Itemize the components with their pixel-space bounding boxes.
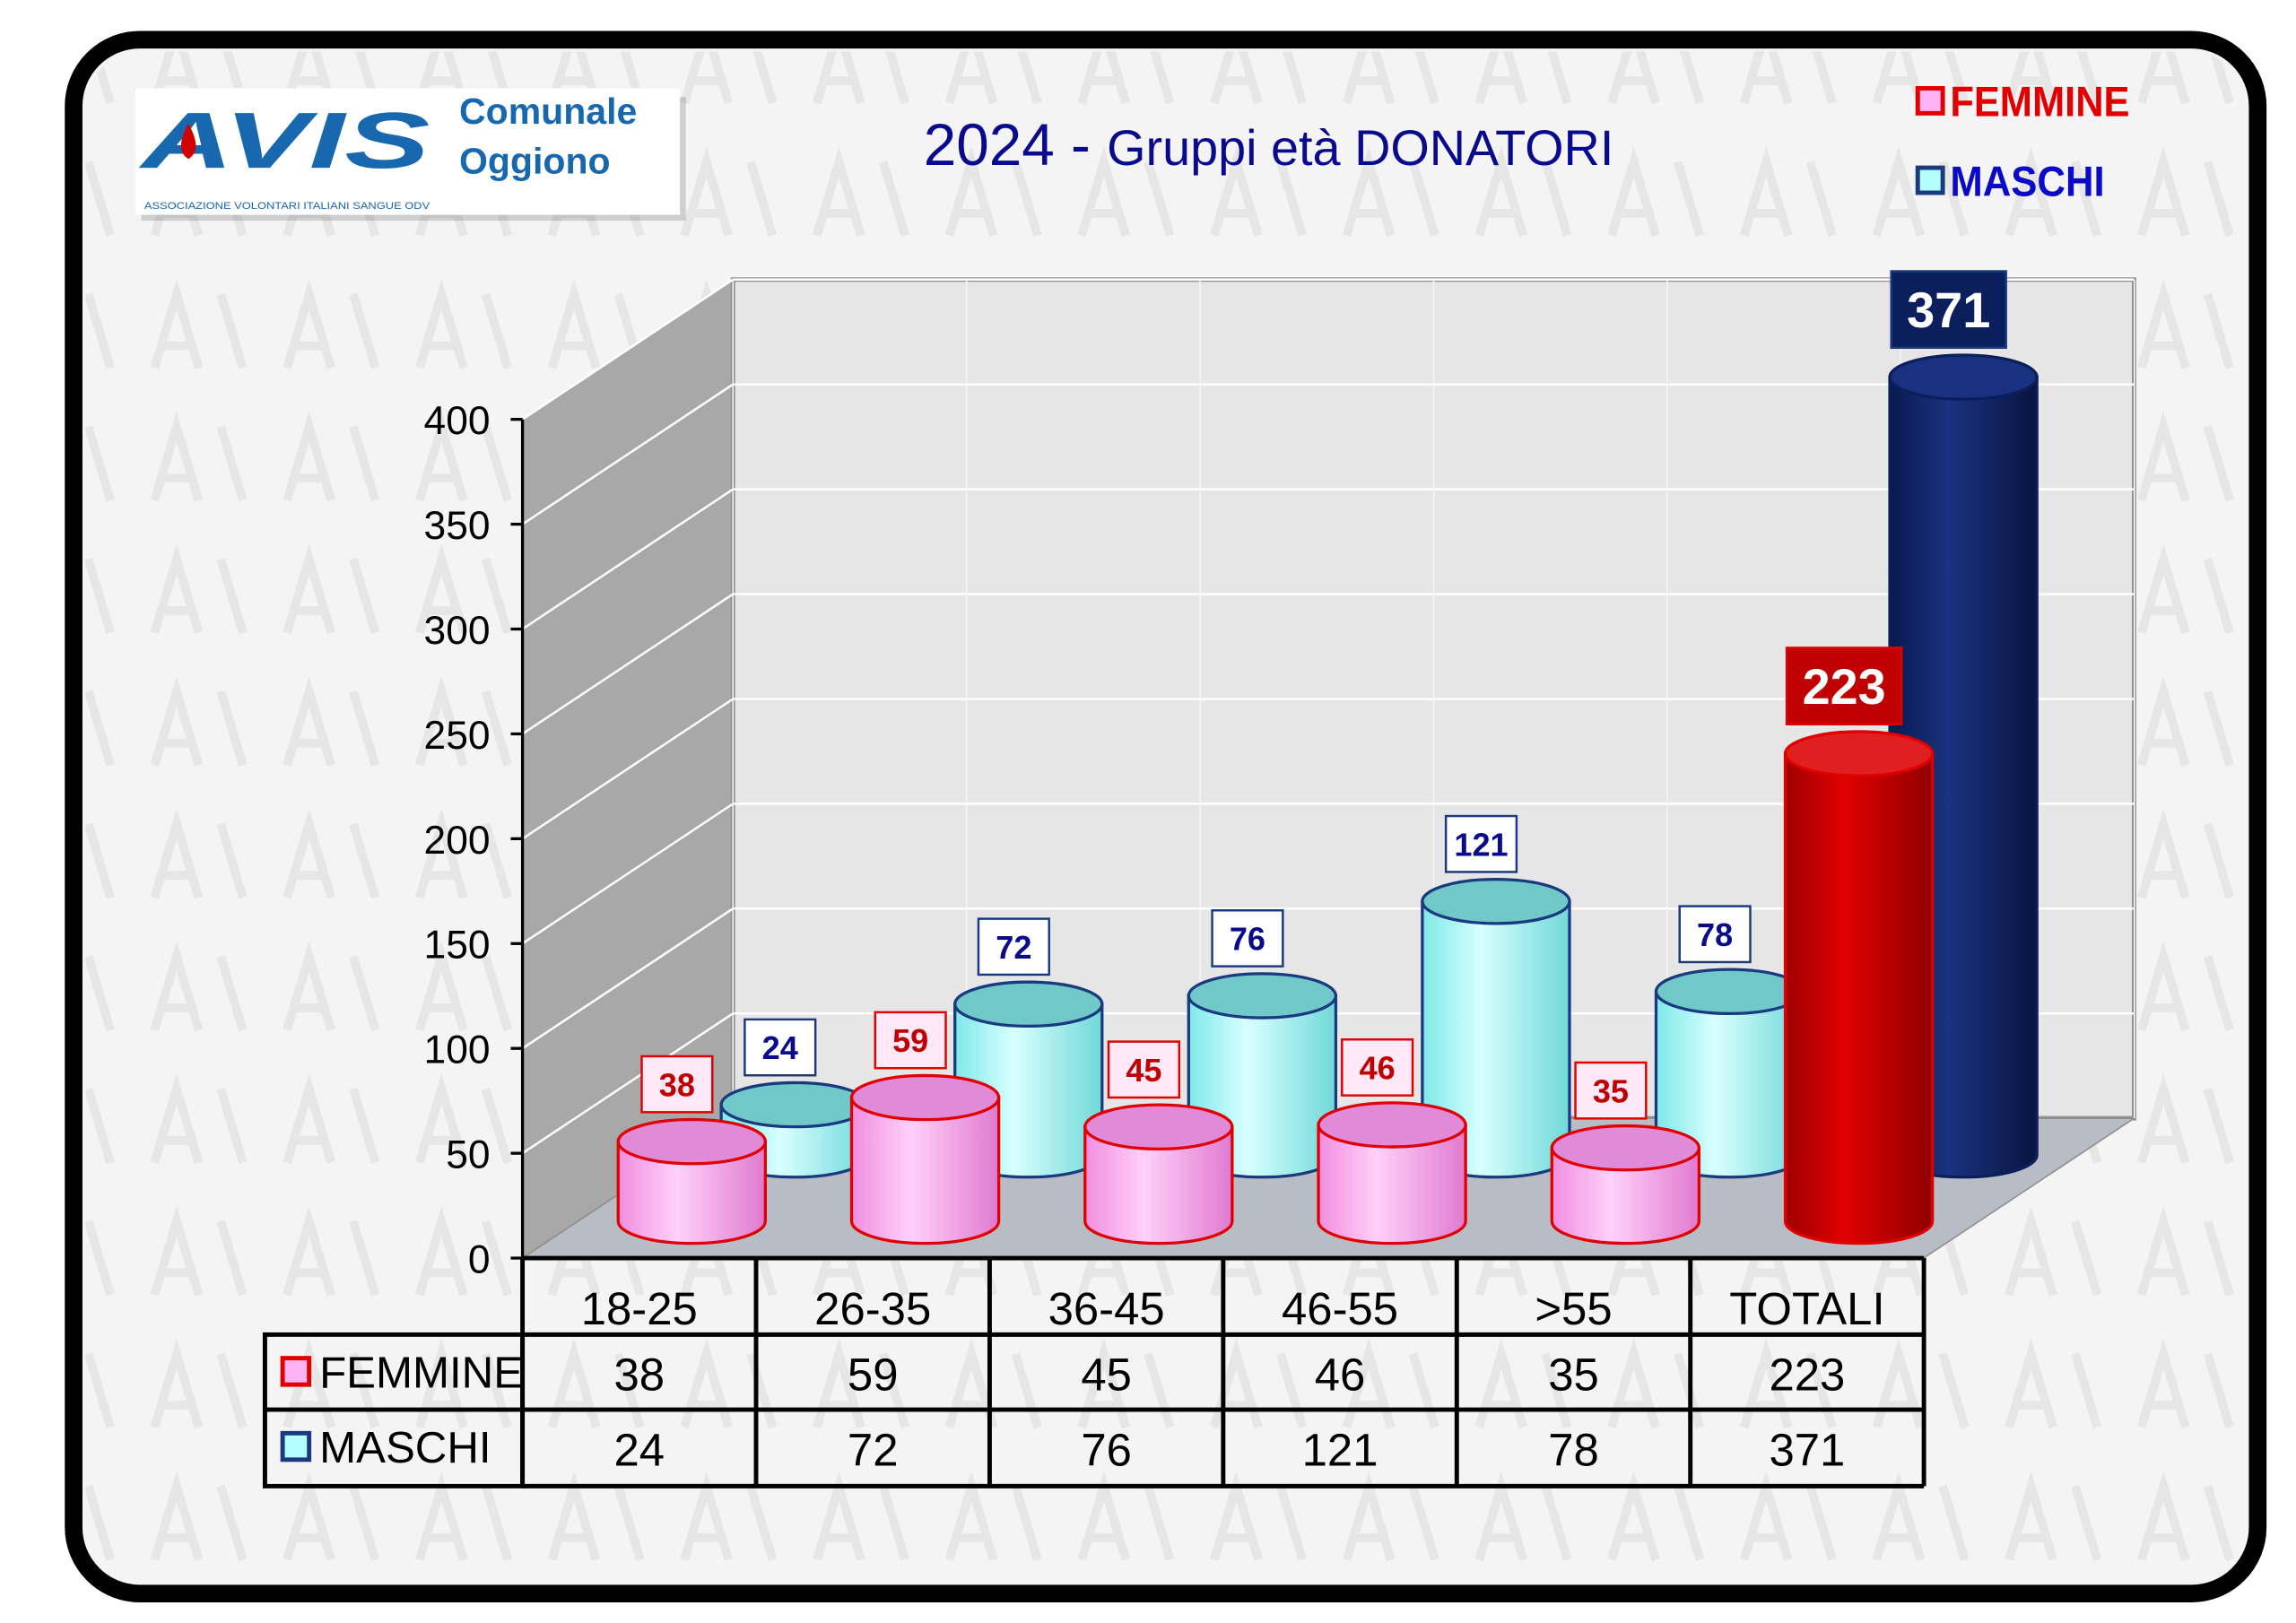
data-label-maschi-3: 121	[1454, 826, 1508, 863]
bar-femmine-4	[1550, 1124, 1701, 1245]
data-label-maschi-5: 371	[1907, 282, 1990, 338]
table-legend-swatch-femmine	[280, 1356, 312, 1387]
legend-maschi-swatch	[1915, 165, 1945, 195]
table-cell: 223	[1769, 1350, 1845, 1401]
table-cell: 72	[848, 1424, 899, 1475]
y-tick-label: 300	[424, 609, 491, 653]
data-label-femmine-2: 45	[1126, 1052, 1161, 1089]
table-cell: 121	[1302, 1424, 1378, 1475]
data-label-femmine-5: 223	[1803, 658, 1886, 715]
legend: FEMMINE MASCHI	[1915, 79, 2130, 205]
x-category-label: 36-45	[1048, 1283, 1165, 1334]
x-category-label: TOTALI	[1729, 1283, 1884, 1334]
data-label-femmine-2-box	[1107, 1040, 1181, 1099]
x-category-label: >55	[1535, 1283, 1612, 1334]
y-tick-label: 350	[424, 504, 491, 548]
data-label-maschi-0-box	[744, 1018, 817, 1077]
table-cell: 38	[614, 1350, 665, 1401]
bar-femmine-1	[849, 1073, 1001, 1245]
bar-femmine-0	[616, 1117, 767, 1245]
table-cell: 35	[1548, 1350, 1599, 1401]
data-label-maschi-4: 78	[1697, 916, 1733, 953]
legend-maschi-label: MASCHI	[1950, 158, 2104, 205]
data-label-femmine-4: 35	[1593, 1072, 1629, 1109]
table-series-label: MASCHI	[319, 1423, 491, 1472]
table-cell: 78	[1548, 1424, 1599, 1475]
plot-area: 0 50 100 150 200 250 300 350 400 24 72 76 121 78 371 38…	[424, 270, 2137, 1281]
gridline	[521, 803, 734, 945]
table-cell: 76	[1081, 1424, 1132, 1475]
svg-text:Oggiono: Oggiono	[459, 141, 611, 182]
bar-femmine-2	[1083, 1103, 1234, 1245]
y-tick-label: 50	[446, 1133, 490, 1177]
data-label-femmine-0: 38	[659, 1066, 695, 1103]
table-legend-swatch-maschi	[280, 1430, 312, 1462]
data-label-femmine-3: 46	[1360, 1050, 1396, 1087]
table-series-label: FEMMINE	[319, 1348, 523, 1397]
bar-femmine-3	[1317, 1101, 1467, 1245]
data-label-maschi-5-box	[1890, 270, 2007, 350]
blood-drop-icon	[180, 123, 196, 160]
data-label-femmine-4-box	[1574, 1061, 1648, 1120]
data-label-maschi-1-box	[977, 917, 1050, 976]
gridline	[521, 383, 734, 525]
gridline	[521, 278, 734, 421]
gridline	[521, 1012, 734, 1155]
data-label-femmine-5-box	[1785, 647, 1903, 725]
y-tick-label: 0	[468, 1237, 491, 1281]
y-tick-label: 200	[424, 819, 491, 863]
y-tick-label: 250	[424, 714, 491, 758]
data-label-femmine-1: 59	[892, 1022, 928, 1059]
svg-text:ASSOCIAZIONE VOLONTARI ITALIAN: ASSOCIAZIONE VOLONTARI ITALIANI SANGUE O…	[144, 201, 430, 212]
data-label-femmine-1-box	[874, 1011, 947, 1070]
x-category-label: 26-35	[814, 1283, 931, 1334]
data-label-maschi-4-box	[1678, 905, 1752, 964]
gridline	[521, 907, 734, 1050]
bar-femmine-5	[1783, 730, 1935, 1245]
x-category-label: 46-55	[1282, 1283, 1398, 1334]
legend-femmine-label: FEMMINE	[1950, 79, 2129, 126]
y-tick-label: 100	[424, 1028, 491, 1072]
avis-logo: AVIS Comunale Oggiono ASSOCIAZIONE VOLON…	[135, 88, 686, 221]
x-category-label: 18-25	[581, 1283, 698, 1334]
data-label-maschi-1: 72	[996, 929, 1031, 966]
data-label-maschi-2: 76	[1230, 921, 1265, 958]
table-cell: 45	[1081, 1350, 1132, 1401]
gridline	[521, 593, 734, 735]
table-cell: 46	[1315, 1350, 1366, 1401]
data-table: 18-25 26-35 36-45 46-55 >55 TOTALI FEMMINE 38 59…	[262, 1255, 1926, 1488]
gridline	[521, 488, 734, 630]
table-cell: 371	[1769, 1424, 1845, 1475]
data-label-femmine-3-box	[1341, 1038, 1414, 1097]
y-tick-label: 400	[424, 399, 491, 443]
table-cell: 24	[614, 1424, 665, 1475]
data-label-maschi-2-box	[1211, 909, 1284, 968]
y-tick-label: 150	[424, 924, 491, 968]
data-label-maschi-3-box	[1444, 814, 1518, 873]
gridline	[521, 698, 734, 840]
data-label-maschi-0: 24	[762, 1029, 798, 1066]
legend-femmine-swatch	[1915, 85, 1945, 116]
table-cell: 59	[848, 1350, 899, 1401]
svg-text:Comunale: Comunale	[459, 91, 637, 132]
chart-title: 2024 - Gruppi età DONATORI	[924, 112, 1614, 178]
data-label-femmine-0-box	[640, 1055, 714, 1114]
